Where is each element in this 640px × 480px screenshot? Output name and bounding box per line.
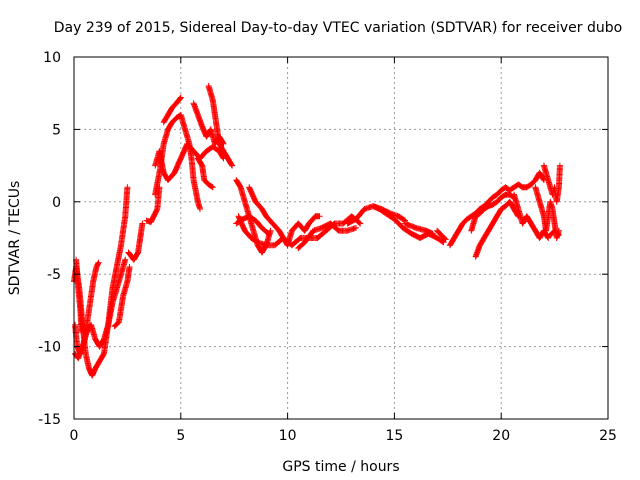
y-tick-label: 10 [43, 50, 61, 66]
x-axis-label: GPS time / hours [282, 459, 399, 475]
data-point-trace [152, 111, 203, 212]
data-point-trace [468, 191, 517, 234]
data-point-trace [72, 256, 129, 362]
data-point-trace [295, 220, 359, 252]
plot-frame [73, 56, 609, 420]
y-tick-label: -5 [47, 267, 61, 283]
y-tick-label: 5 [52, 122, 61, 138]
data-point-trace [125, 220, 146, 263]
x-tick-label: 10 [279, 428, 297, 444]
x-tick-label: 20 [492, 428, 510, 444]
x-axis: 0 5 10 15 20 25 [70, 57, 617, 444]
data-point-trace [160, 94, 184, 126]
data-point-trace [205, 83, 236, 169]
y-tick-label: -10 [38, 340, 61, 356]
data-layer [71, 83, 563, 379]
data-point-trace [111, 264, 133, 330]
y-tick-label: -15 [38, 412, 61, 428]
x-tick-label: 15 [385, 428, 403, 444]
grid [74, 57, 608, 419]
data-point-trace [233, 213, 272, 237]
data-point-trace [472, 198, 522, 260]
data-point-trace [434, 227, 449, 243]
x-tick-label: 25 [599, 428, 617, 444]
data-point-trace [540, 162, 563, 205]
chart-title: Day 239 of 2015, Sidereal Day-to-day VTE… [54, 20, 622, 36]
y-axis: -15 -10 -5 0 5 10 [38, 50, 608, 428]
data-point-trace [246, 184, 323, 249]
data-point-trace [446, 169, 547, 249]
x-tick-label: 0 [70, 428, 79, 444]
data-point-trace [402, 220, 436, 237]
x-tick-label: 5 [176, 428, 185, 444]
data-point-trace [547, 227, 562, 239]
data-point-trace [143, 184, 163, 226]
data-point-trace [194, 155, 216, 191]
y-axis-label: SDTVAR / TECUs [7, 181, 23, 296]
y-tick-label: 0 [52, 195, 61, 211]
data-point-trace [73, 256, 85, 336]
